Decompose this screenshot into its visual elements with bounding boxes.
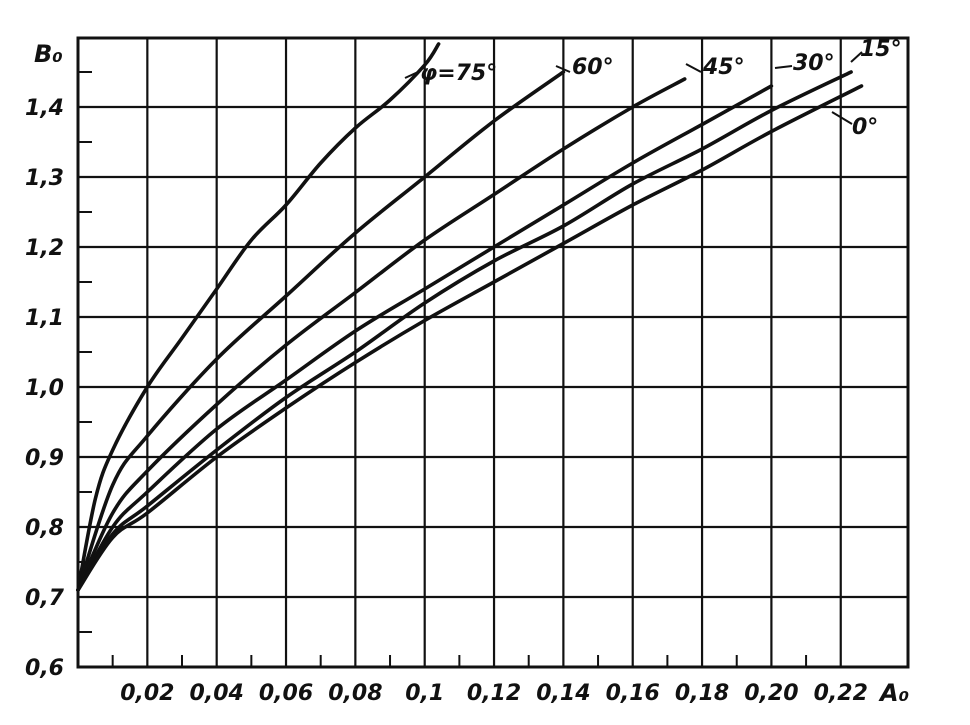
series-line-30 bbox=[76, 84, 774, 592]
series-leader-phi-75 bbox=[404, 71, 419, 79]
y-tick-label: 0,8 bbox=[25, 516, 64, 541]
y-tick-label: 1,3 bbox=[25, 166, 64, 191]
series-line-phi-75 bbox=[76, 42, 441, 592]
grid bbox=[76, 36, 910, 669]
labels: 0,02 0,04 0,06 0,08 0,1 0,12 0,14 0,16 0,18 0,20 0… bbox=[25, 37, 910, 707]
x-tick-label: 0,18 bbox=[675, 681, 729, 706]
y-axis-label: B₀ bbox=[34, 40, 63, 68]
series-line-45 bbox=[76, 77, 687, 592]
y-tick-label: 0,6 bbox=[25, 656, 64, 681]
series-leader-60 bbox=[555, 65, 571, 73]
series-line-60 bbox=[76, 70, 566, 592]
series-leader-0 bbox=[831, 111, 853, 125]
series-label-30: 30° bbox=[793, 51, 835, 76]
series-label-60: 60° bbox=[572, 55, 614, 80]
x-tick-label: 0,1 bbox=[405, 681, 444, 706]
y-tick-label: 1,4 bbox=[25, 96, 64, 121]
y-tick-label: 0,7 bbox=[25, 586, 65, 611]
x-tick-label: 0,20 bbox=[744, 681, 798, 706]
y-tick-label: 1,1 bbox=[25, 306, 64, 331]
x-tick-label: 0,14 bbox=[536, 681, 590, 706]
x-tick-label: 0,12 bbox=[467, 681, 521, 706]
curves bbox=[76, 42, 864, 592]
y-tick-label: 0,9 bbox=[25, 446, 64, 471]
x-tick-label: 0,04 bbox=[190, 681, 244, 706]
series-leader-15 bbox=[850, 51, 863, 63]
series-line-0 bbox=[76, 84, 864, 592]
x-tick-label: 0,02 bbox=[120, 681, 174, 706]
series-line-15 bbox=[76, 70, 853, 592]
series-label-0: 0° bbox=[852, 115, 878, 140]
series-label-phi-75: φ=75° bbox=[420, 61, 497, 86]
x-tick-label: 0,16 bbox=[606, 681, 660, 706]
x-tick-label: 0,22 bbox=[814, 681, 868, 706]
series-leader-30 bbox=[774, 65, 793, 69]
x-axis-label: A₀ bbox=[878, 679, 910, 707]
series-label-45: 45° bbox=[702, 55, 745, 80]
x-tick-label: 0,08 bbox=[328, 681, 382, 706]
y-tick-label: 1,0 bbox=[25, 376, 64, 401]
series-label-15: 15° bbox=[860, 37, 902, 62]
x-tick-label: 0,06 bbox=[259, 681, 313, 706]
series-leader-45 bbox=[685, 63, 702, 73]
y-tick-label: 1,2 bbox=[25, 236, 64, 261]
